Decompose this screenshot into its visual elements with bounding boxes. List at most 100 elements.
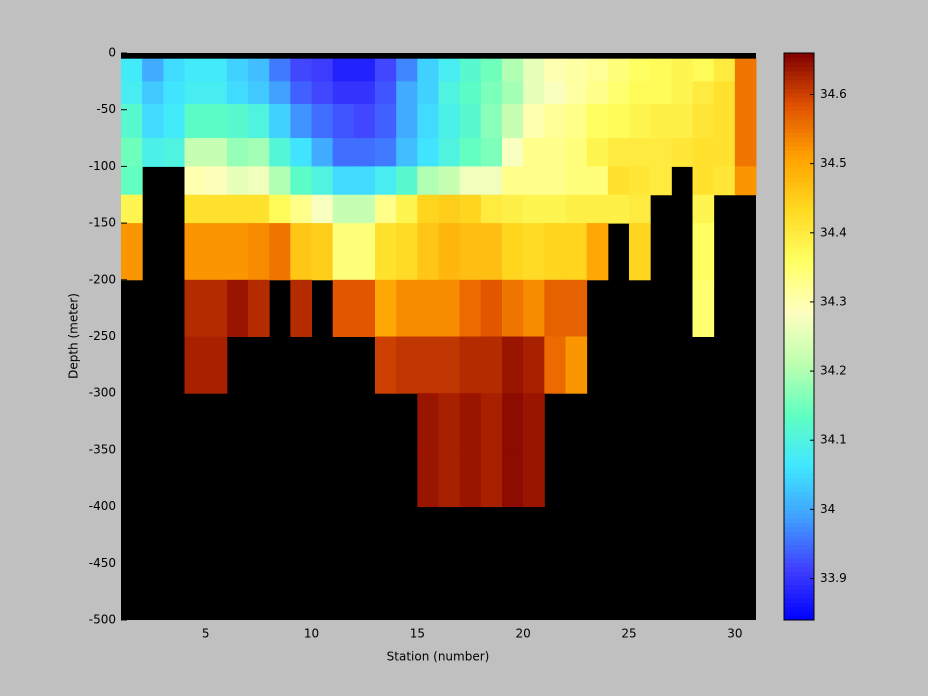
heatmap-cell: [311, 104, 334, 139]
heatmap-cell: [396, 336, 418, 394]
heatmap-cell: [650, 104, 672, 139]
x-tick-label: 25: [621, 627, 636, 641]
colorbar-swatch: [784, 557, 814, 563]
heatmap-cell: [375, 279, 397, 337]
colorbar-swatch: [784, 402, 814, 408]
colorbar-swatch: [784, 110, 814, 116]
heatmap-cell: [226, 138, 249, 167]
heatmap-cell: [205, 194, 228, 224]
heatmap-cell: [607, 138, 630, 167]
heatmap-cell: [417, 449, 439, 508]
heatmap-cell: [438, 336, 461, 394]
heatmap-cell: [353, 138, 376, 167]
colorbar-swatch: [784, 181, 814, 187]
heatmap-cell: [248, 166, 270, 196]
heatmap-cell: [438, 393, 461, 451]
colorbar-swatch: [784, 172, 814, 178]
heatmap-cell: [396, 81, 418, 105]
heatmap-cell: [417, 194, 439, 224]
heatmap-cell: [205, 336, 228, 394]
heatmap-cell: [163, 104, 185, 139]
colorbar-swatch: [784, 75, 814, 81]
y-tick-label: -450: [89, 556, 116, 570]
heatmap-cell: [184, 81, 207, 105]
heatmap-cell: [502, 449, 524, 508]
heatmap-cell: [142, 58, 164, 82]
heatmap-cell: [248, 58, 270, 82]
heatmap-cell: [290, 138, 312, 167]
heatmap-cell: [205, 166, 228, 196]
heatmap-cell: [565, 81, 588, 105]
heatmap-cell: [290, 223, 312, 281]
colorbar-tick-label: 34.2: [820, 364, 847, 378]
heatmap-cell: [184, 58, 207, 82]
heatmap-cell: [353, 58, 376, 82]
heatmap-cell: [121, 58, 143, 82]
heatmap-cell: [629, 81, 651, 105]
colorbar-swatch: [784, 535, 814, 541]
heatmap-cell: [565, 279, 588, 337]
colorbar-swatch: [784, 336, 814, 342]
colorbar-swatch: [784, 442, 814, 448]
heatmap-cell: [417, 336, 439, 394]
heatmap-cell: [184, 336, 207, 394]
heatmap-cell: [480, 449, 503, 508]
colorbar-swatch: [784, 407, 814, 413]
colorbar-swatch: [784, 371, 814, 377]
colorbar-tick-label: 34.3: [820, 294, 847, 308]
heatmap-cell: [353, 81, 376, 105]
colorbar-swatch: [784, 287, 814, 293]
y-tick-label: -250: [89, 329, 116, 343]
heatmap-cell: [502, 104, 524, 139]
heatmap-cell: [396, 166, 418, 196]
heatmap-cell: [713, 58, 736, 82]
colorbar-swatch: [784, 588, 814, 594]
colorbar-tick-label: 34.4: [820, 225, 847, 239]
heatmap-cell: [629, 138, 651, 167]
heatmap-cell: [375, 166, 397, 196]
heatmap-cell: [607, 81, 630, 105]
heatmap-cell: [226, 104, 249, 139]
colorbar-swatch: [784, 154, 814, 160]
heatmap-cell: [502, 81, 524, 105]
x-axis-label: Station (number): [387, 650, 490, 664]
heatmap-cell: [248, 223, 270, 281]
heatmap-cell: [205, 104, 228, 139]
colorbar-swatch: [784, 128, 814, 134]
heatmap-cell: [417, 138, 439, 167]
heatmap-cell: [502, 138, 524, 167]
heatmap-cell: [565, 58, 588, 82]
heatmap-cell: [459, 194, 482, 224]
heatmap-cell: [438, 194, 461, 224]
colorbar-swatch: [784, 363, 814, 369]
heatmap-cell: [692, 138, 715, 167]
heatmap-cell: [332, 138, 355, 167]
colorbar-swatch: [784, 53, 814, 58]
heatmap-cell: [332, 279, 355, 337]
heatmap-cell: [290, 104, 312, 139]
colorbar-swatch: [784, 327, 814, 333]
heatmap-cell: [459, 81, 482, 105]
colorbar-swatch: [784, 522, 814, 528]
heatmap-cell: [332, 58, 355, 82]
heatmap-cell: [480, 279, 503, 337]
heatmap-cell: [375, 194, 397, 224]
colorbar-swatch: [784, 526, 814, 532]
heatmap-cell: [396, 279, 418, 337]
heatmap-cell: [142, 104, 164, 139]
heatmap-cell: [502, 393, 524, 451]
heatmap-cell: [205, 279, 228, 337]
colorbar-swatch: [784, 420, 814, 426]
heatmap-cell: [523, 449, 545, 508]
heatmap-cell: [565, 138, 588, 167]
heatmap-cell: [205, 223, 228, 281]
colorbar-swatch: [784, 61, 814, 67]
heatmap-cell: [671, 104, 693, 139]
heatmap-cell: [523, 336, 545, 394]
heatmap-cell: [438, 166, 461, 196]
colorbar-swatch: [784, 177, 814, 182]
heatmap-cell: [544, 223, 566, 281]
colorbar-swatch: [784, 146, 814, 151]
colorbar-swatch: [784, 70, 814, 76]
